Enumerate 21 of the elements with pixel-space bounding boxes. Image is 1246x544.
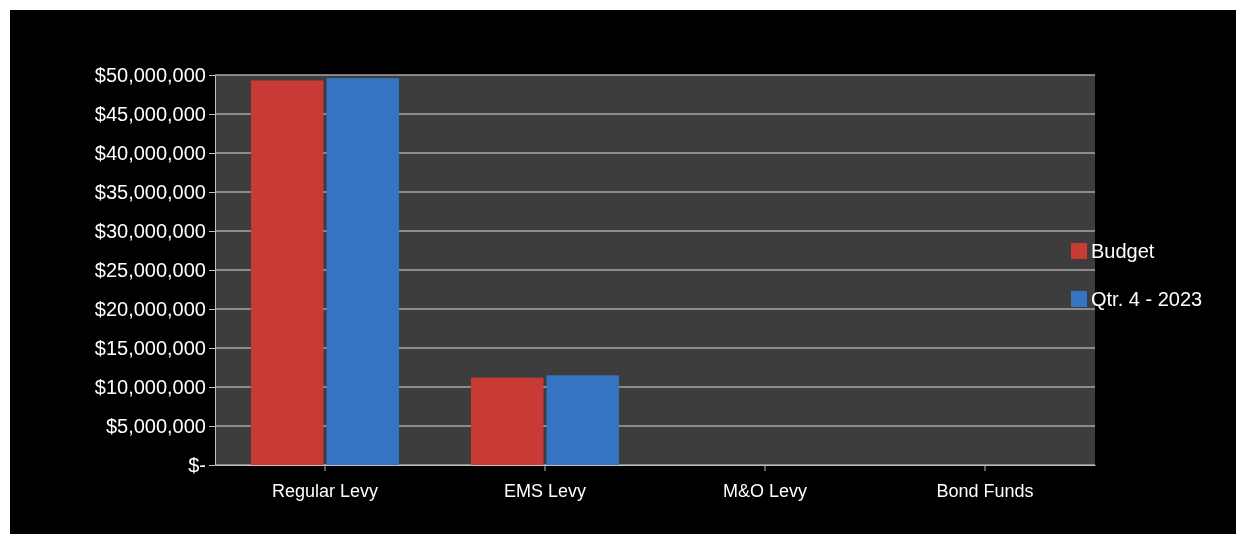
x-tick-label: Regular Levy — [271, 481, 379, 502]
y-tick-label: $5,000,000 — [105, 414, 206, 437]
legend-label: Budget — [1091, 240, 1155, 262]
x-tick-label: Bond Funds — [936, 481, 1034, 502]
bar — [251, 80, 324, 465]
y-tick-label: $45,000,000 — [94, 102, 206, 125]
y-tick-label: $50,000,000 — [94, 63, 206, 86]
y-tick-label: $10,000,000 — [94, 375, 206, 398]
y-tick-label: $35,000,000 — [94, 180, 206, 203]
y-tick-label: $20,000,000 — [94, 297, 206, 320]
bar — [546, 375, 619, 465]
y-tick-label: $- — [188, 453, 206, 476]
bar — [326, 78, 399, 465]
x-tick-label: M&O Levy — [722, 481, 808, 502]
bar — [471, 377, 544, 465]
y-tick-label: $15,000,000 — [94, 336, 206, 359]
y-tick-label: $25,000,000 — [94, 258, 206, 281]
legend-label: Qtr. 4 - 2023 — [1091, 288, 1203, 310]
x-tick-label: EMS Levy — [503, 481, 587, 502]
y-tick-label: $30,000,000 — [94, 219, 206, 242]
y-tick-label: $40,000,000 — [94, 141, 206, 164]
